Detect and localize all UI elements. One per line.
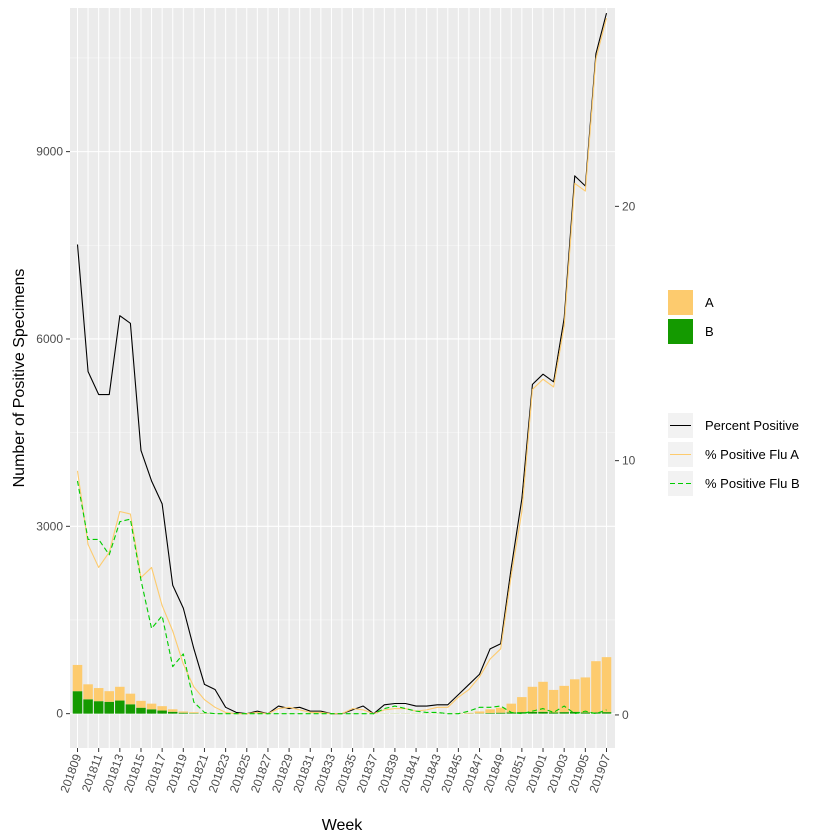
legend-label-a: A [705,295,714,310]
bar-b [178,712,189,714]
y-axis-title: Number of Positive Specimens [11,269,28,488]
legend-key-b [668,319,693,344]
bar-b [157,710,167,714]
bar-b [548,712,559,714]
legend-label-flu-b: % Positive Flu B [705,476,800,491]
bar-a [580,677,591,713]
bar-b [93,701,104,714]
bar-b [146,709,157,714]
bar-b [517,712,527,714]
bar-b [136,707,146,714]
line-layer [76,12,608,715]
y-left-tick-label: 0 [56,707,63,721]
bar-a [485,709,495,714]
legend-label-percent-positive: Percent Positive [705,418,799,433]
bar-a [104,691,115,702]
y-right-tick-label: 20 [622,199,636,213]
bar-a [559,685,569,713]
bar-a [72,664,83,692]
bar-a [136,700,146,708]
bar-a [517,697,527,713]
bar-b [559,712,569,714]
bar-b [569,711,580,714]
bar-a [569,679,580,712]
grid-lines [70,8,615,748]
bar-a [157,706,167,711]
bar-a [125,693,136,705]
bar-b [495,712,506,714]
bar-b [83,699,93,714]
y-left-tick-label: 9000 [36,145,63,159]
bar-b [527,711,538,714]
bar-a [538,681,548,712]
y-right-tick-label: 0 [622,708,629,722]
bar-a [178,711,189,713]
legend-label-b: B [705,324,714,339]
bar-a [167,709,178,712]
bar-a [189,712,199,714]
bar-b [104,701,115,714]
bar-a [83,684,93,700]
bar-a [146,703,157,710]
legend: AB Percent Positive % Positive Flu A % Posi… [668,290,800,496]
y-right-tick-label: 10 [622,454,636,468]
bar-b [485,713,495,714]
bar-a [601,657,612,713]
bar-a [495,707,506,713]
bar-a [591,661,601,713]
bar-a [93,688,104,702]
bar-a [506,703,517,713]
y-left-tick-label: 6000 [36,332,63,346]
legend-key-a [668,290,693,315]
bar-a [527,686,538,712]
bar-b [591,712,601,714]
line-positive-flu-b [76,480,607,715]
legend-label-flu-a: % Positive Flu A [705,447,799,462]
x-axis-title: Week [322,817,364,834]
bar-a [115,686,125,701]
bar-layer [72,657,612,714]
bar-b [580,712,591,714]
bar-b [167,711,178,714]
bar-b [538,711,548,714]
y-left-tick-label: 3000 [36,519,63,533]
bar-b [506,712,517,714]
bar-b [115,700,125,714]
bar-a [464,712,474,714]
bar-b [125,704,136,714]
bar-b [72,691,83,714]
bar-a [474,711,485,714]
bar-b [601,712,612,714]
bar-a [548,689,559,713]
